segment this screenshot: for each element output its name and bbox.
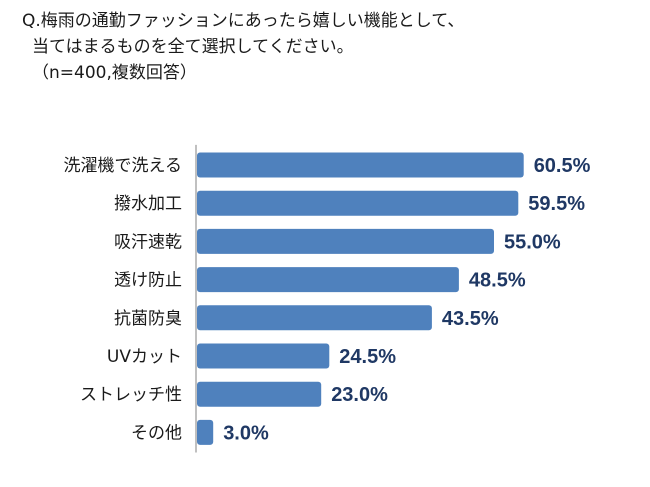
question-line-1: Q.梅雨の通勤ファッションにあったら嬉しい機能として、 (22, 11, 465, 31)
category-label: ストレッチ性 (80, 385, 182, 405)
bar (197, 152, 524, 178)
category-label: その他 (131, 423, 182, 443)
bar (197, 343, 330, 369)
bar (197, 267, 459, 293)
value-label: 55.0% (504, 231, 561, 253)
value-label: 59.5% (528, 193, 585, 215)
category-label: 透け防止 (114, 271, 182, 291)
question-line-3: （n=400,複数回答） (32, 63, 197, 83)
question-line-2: 当てはまるものを全て選択してください。 (32, 37, 354, 57)
bar (197, 381, 322, 407)
bar (197, 419, 214, 445)
value-label: 23.0% (331, 384, 388, 406)
category-label: 洗濯機で洗える (64, 156, 183, 176)
category-label: 吸汗速乾 (114, 232, 182, 252)
value-label: 48.5% (469, 270, 526, 292)
value-label: 3.0% (223, 422, 269, 444)
category-label: 抗菌防臭 (114, 309, 182, 329)
category-label: 撥水加工 (114, 194, 182, 214)
bar (197, 228, 494, 254)
bar (197, 190, 519, 216)
question-text: Q.梅雨の通勤ファッションにあったら嬉しい機能として、 当てはまるものを全て選択… (22, 8, 632, 86)
value-label: 43.5% (442, 308, 499, 330)
value-label: 60.5% (534, 155, 591, 177)
category-label: UVカット (107, 347, 182, 367)
value-label: 24.5% (339, 346, 396, 368)
bar (197, 305, 432, 331)
